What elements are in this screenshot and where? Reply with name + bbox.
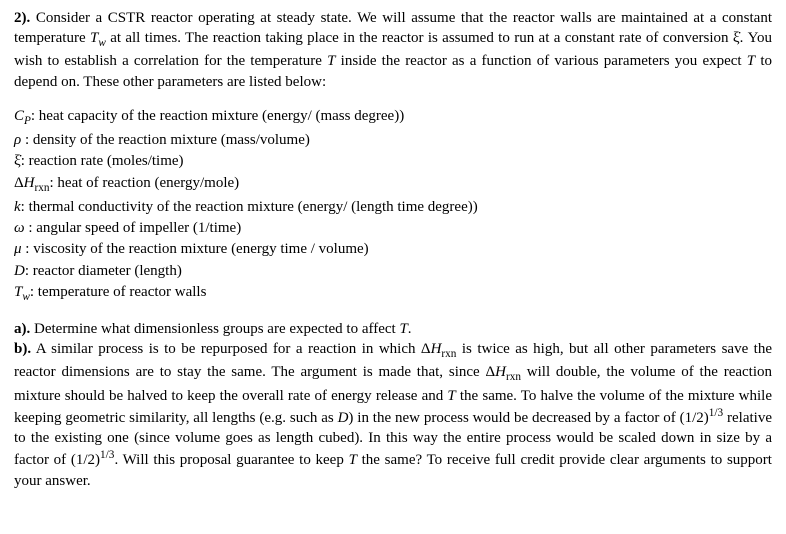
param-row: CP: heat capacity of the reaction mixtur… [14,106,772,129]
param-symbol: k [14,199,21,215]
part-b-1: A similar process is to be repurposed fo… [31,341,430,357]
part-b-t2: T [349,452,357,468]
param-row: D: reactor diameter (length) [14,261,772,281]
param-symbol: D [14,263,25,279]
intro-text-b: at all times. The reaction taking place … [106,30,733,46]
param-row: k: thermal conductivity of the reaction … [14,197,772,217]
param-desc: : density of the reaction mixture (mass/… [25,132,310,148]
param-row: ω : angular speed of impeller (1/time) [14,218,772,238]
part-b-rxn: rxn [441,348,456,360]
intro-text-d: inside the reactor as a function of vari… [335,53,746,69]
part-a-t: T [399,321,407,337]
param-desc: : thermal conductivity of the reaction m… [21,199,478,215]
param-symbol: μ [14,241,25,257]
param-desc: : reactor diameter (length) [25,263,182,279]
param-desc: : temperature of reactor walls [30,284,207,300]
part-a-label: a). [14,321,30,337]
param-symbol: ΔHrxn [14,175,50,191]
param-row: Tw: temperature of reactor walls [14,282,772,305]
part-a-text: Determine what dimensionless groups are … [30,321,399,337]
part-b-h: H [431,341,442,357]
param-desc: : angular speed of impeller (1/time) [28,220,241,236]
part-b-exp2: 1/3 [100,449,114,461]
part-b-5: ) in the new process would be decreased … [348,410,708,426]
param-row: ξ̇: reaction rate (moles/time) [14,151,772,171]
param-row: ΔHrxn: heat of reaction (energy/mole) [14,173,772,196]
part-b-rxn2: rxn [506,371,521,383]
param-row: ρ : density of the reaction mixture (mas… [14,130,772,150]
problem-number: 2). [14,10,30,26]
part-b: b). A similar process is to be repurpose… [14,339,772,491]
param-desc: : heat capacity of the reaction mixture … [31,108,404,124]
problem-parts: a). Determine what dimensionless groups … [14,319,772,491]
param-desc: : viscosity of the reaction mixture (ene… [25,241,368,257]
param-symbol: Tw [14,284,30,300]
parameter-list: CP: heat capacity of the reaction mixtur… [14,106,772,305]
part-b-label: b). [14,341,31,357]
xi-dot-symbol: ξ̇ [733,30,740,46]
param-symbol: CP [14,108,31,124]
param-desc: : heat of reaction (energy/mole) [50,175,240,191]
param-symbol: ω [14,220,28,236]
part-b-h2: H [495,364,506,380]
part-b-7: . Will this proposal guarantee to keep [114,452,348,468]
param-symbol: ρ [14,132,25,148]
problem-intro: 2). Consider a CSTR reactor operating at… [14,8,772,92]
param-row: μ : viscosity of the reaction mixture (e… [14,239,772,259]
part-b-exp: 1/3 [709,407,723,419]
part-a-period: . [408,321,412,337]
param-desc: : reaction rate (moles/time) [21,153,184,169]
param-symbol: ξ̇ [14,153,21,169]
part-a: a). Determine what dimensionless groups … [14,319,772,339]
part-b-d: D [338,410,349,426]
t-symbol-2: T [747,53,755,69]
tw-symbol-w: w [98,37,106,49]
part-b-t: T [447,388,455,404]
